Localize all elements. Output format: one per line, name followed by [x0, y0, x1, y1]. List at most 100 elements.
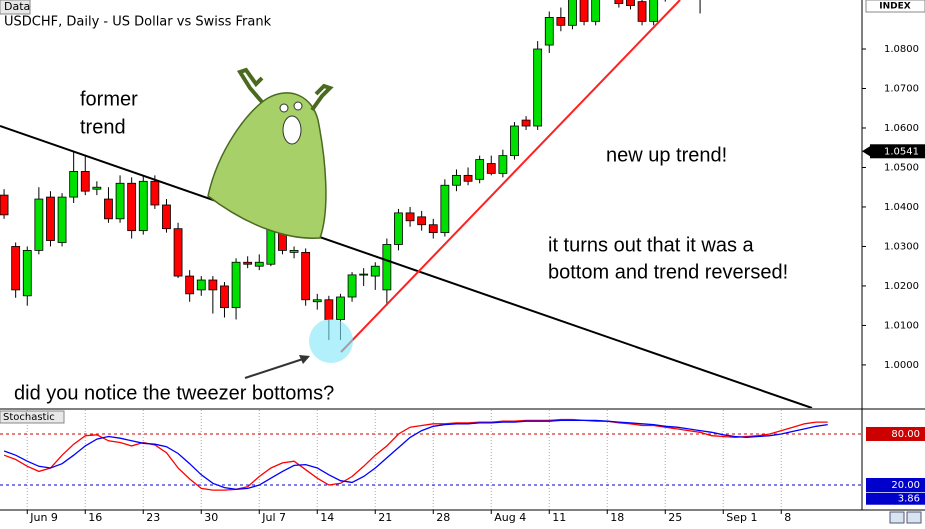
candle-body	[115, 182, 125, 220]
x-tick-label: Jul 7	[261, 511, 286, 524]
frog-mouth	[282, 115, 302, 145]
frog-arm	[236, 67, 264, 104]
arrow-head	[299, 355, 310, 364]
x-tick-label: Sep 1	[726, 511, 757, 524]
candle-body	[347, 274, 357, 298]
candle-body	[34, 198, 44, 251]
button[interactable]	[906, 511, 922, 524]
annotation: bottom and trend reversed!	[548, 261, 788, 283]
candle-body	[312, 299, 322, 303]
frog-arm	[310, 83, 334, 112]
candle-body	[510, 125, 519, 157]
x-tick-label: 11	[552, 511, 566, 524]
y-tick-label: 1.0800	[884, 44, 919, 55]
candle-body	[626, 0, 635, 6]
candle-body	[150, 180, 160, 206]
candle-body	[405, 212, 415, 222]
cartoon	[207, 67, 334, 239]
candle-body	[649, 0, 659, 22]
chart-title: USDCHF, Daily - US Dollar vs Swiss Frank	[4, 15, 272, 30]
price-plot	[0, 0, 701, 341]
y-tick-label: 1.0700	[884, 83, 919, 94]
y-tick-label: 1.0400	[884, 202, 919, 213]
level-label: 80.00	[891, 429, 920, 440]
candle-body	[254, 261, 264, 267]
candle-body	[92, 186, 102, 190]
candle-body	[637, 1, 647, 22]
candle-body	[57, 196, 67, 243]
y-tick-label: 1.0200	[884, 281, 919, 292]
down-trendline	[0, 125, 813, 408]
candle-body	[301, 251, 311, 301]
candle-body	[382, 244, 392, 291]
last-price-label: 1.0541	[884, 146, 919, 157]
candle-body	[196, 279, 206, 291]
candle-body	[521, 119, 531, 127]
candle-body	[533, 48, 543, 127]
candle-body	[22, 249, 32, 297]
annotation: did you notice the tweezer bottoms?	[14, 382, 334, 404]
candle-body	[614, 0, 624, 4]
candle-body	[394, 212, 403, 245]
level-box	[866, 478, 925, 492]
candle-body	[440, 184, 450, 234]
candle-body	[208, 279, 218, 291]
candle-body	[185, 275, 195, 295]
stochastic-line	[3, 419, 828, 490]
y-tick-label: 1.0500	[884, 162, 919, 173]
tab	[0, 410, 65, 424]
candle-body	[370, 265, 380, 277]
last-value-box	[866, 492, 925, 505]
frog-eye	[293, 101, 303, 111]
candle-body	[46, 196, 55, 241]
x-tick-label: 30	[204, 511, 218, 524]
x-tick-label: 21	[378, 511, 392, 524]
level-label: 20.00	[891, 480, 920, 491]
stochastic-title: Stochastic	[3, 412, 55, 423]
candle-body	[428, 224, 438, 234]
x-tick-label: 16	[88, 511, 102, 524]
candle-body	[359, 273, 369, 276]
candle-body	[463, 174, 473, 182]
x-tick-label: Aug 4	[494, 511, 526, 524]
last-price-box	[870, 144, 925, 159]
candle-body	[243, 261, 253, 265]
y-tick-label: 1.0000	[884, 360, 919, 371]
level-box	[866, 426, 925, 441]
candle-body	[591, 0, 601, 22]
candle-body	[579, 0, 589, 22]
candle-body	[173, 228, 183, 277]
candle-body	[0, 194, 9, 216]
annotation: former	[80, 88, 138, 110]
tweezer-highlight	[309, 319, 353, 363]
button[interactable]	[889, 511, 905, 524]
candle-body	[324, 299, 334, 320]
y-tick-label: 1.0100	[884, 320, 919, 331]
x-tick-label: 8	[784, 511, 791, 524]
x-tick-label: 25	[668, 511, 682, 524]
drawings	[0, 0, 813, 408]
candle-body	[231, 261, 241, 309]
last-value-label: 3.86	[898, 494, 920, 505]
y-tick-label: 1.0600	[884, 123, 919, 134]
frog-eye	[279, 103, 289, 113]
candle-body	[138, 180, 148, 232]
candle-body	[336, 296, 345, 320]
axis-header-box	[865, 0, 925, 13]
up-trendline	[340, 0, 681, 353]
axis-header: INDEX	[879, 2, 910, 12]
x-tick-label: Jun 9	[29, 511, 58, 524]
candle-body	[266, 228, 276, 265]
candle-body	[220, 285, 229, 309]
candle-body	[475, 159, 485, 180]
candle-body	[289, 249, 299, 253]
tab-label: Data	[4, 0, 30, 13]
x-tick-label: 23	[146, 511, 160, 524]
candle-body	[544, 17, 554, 46]
last-price-pointer	[862, 146, 870, 157]
annotation: new up trend!	[606, 144, 727, 166]
candle-body	[486, 163, 496, 174]
